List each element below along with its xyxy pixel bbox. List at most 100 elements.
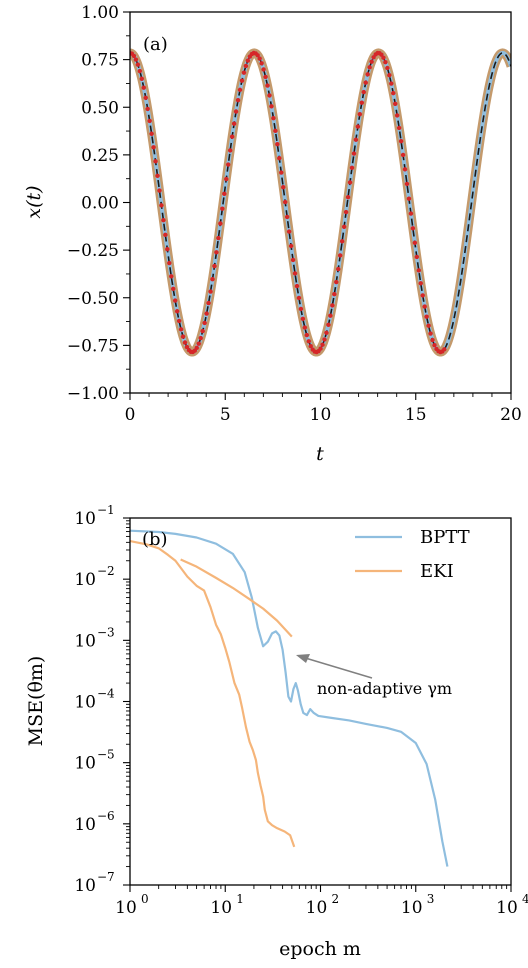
panel-b-series-line-bptt bbox=[130, 529, 449, 867]
panel-a-data-point bbox=[151, 145, 156, 150]
panel-a-data-point bbox=[318, 346, 323, 351]
panel-a-data-point bbox=[222, 191, 227, 197]
panel-b-x-tick-exponent: 1 bbox=[236, 892, 244, 906]
panel-a-data-point bbox=[161, 218, 166, 223]
panel-a-data-point bbox=[196, 341, 201, 346]
panel-a-data-point bbox=[245, 58, 251, 63]
panel-a-data-point bbox=[345, 194, 351, 200]
panel-a-data-point bbox=[169, 274, 174, 279]
panel-a-data-point bbox=[288, 243, 294, 249]
panel-a-data-point bbox=[420, 293, 425, 298]
panel-a-data-point bbox=[281, 185, 286, 190]
panel-a-data-point bbox=[218, 221, 223, 226]
legend: BPTT EKI bbox=[355, 527, 470, 582]
panel-a-data-point bbox=[275, 141, 280, 147]
panel-b-y-tick-exponent: −1 bbox=[97, 503, 115, 517]
panel-a-data-point bbox=[332, 292, 337, 297]
panel-a-data-point bbox=[339, 239, 345, 244]
panel-a-data-point bbox=[237, 87, 243, 93]
panel-a-data-point bbox=[359, 100, 365, 105]
panel-a-data-point bbox=[235, 97, 241, 103]
panel-a-data-point bbox=[198, 335, 203, 341]
panel-a-data-point bbox=[304, 332, 310, 338]
panel-a-data-point bbox=[406, 196, 412, 201]
panel-a-data-point bbox=[408, 211, 414, 216]
annotation-text: non-adaptive γm bbox=[317, 679, 452, 698]
panel-b-y-tick-exponent: −4 bbox=[97, 687, 115, 701]
panel-a-data-point bbox=[369, 59, 374, 64]
panel-a-data-point bbox=[341, 224, 347, 229]
panel-a-data-point bbox=[402, 167, 408, 172]
panel-a-data-point bbox=[257, 56, 262, 61]
panel-a-y-tick-label: −1.00 bbox=[67, 384, 119, 404]
panel-a-data-point bbox=[220, 206, 225, 211]
panel-a-data-point bbox=[442, 347, 447, 352]
panel-b-y-tick-label: 10 bbox=[74, 876, 96, 896]
panel-a-data-point bbox=[290, 257, 296, 263]
panel-b-x-tick-label: 10 bbox=[115, 898, 137, 918]
panel-a-data-point bbox=[241, 70, 247, 75]
panel-a-data-point bbox=[298, 306, 304, 312]
panel-a-data-point bbox=[349, 165, 355, 170]
panel-a-data-point bbox=[131, 53, 137, 59]
panel-a-data-point bbox=[324, 330, 329, 335]
panel-a-y-axis-title: x(t) bbox=[23, 185, 45, 218]
panel-a-data-point bbox=[326, 322, 331, 328]
panel-b-y-tick-label: 10 bbox=[74, 754, 96, 774]
panel-a-data-point bbox=[361, 89, 366, 95]
panel-b-frame bbox=[129, 517, 512, 886]
panel-a-data-point bbox=[137, 68, 143, 74]
panel-a-data-point bbox=[216, 235, 221, 241]
panel-b-x-axis-title-text: epoch m bbox=[279, 938, 361, 960]
panel-b-label: (b) bbox=[142, 529, 168, 550]
panel-a-x-tick-label: 5 bbox=[220, 405, 231, 425]
panel-a-data-point bbox=[227, 148, 233, 153]
panel-a-data-point bbox=[180, 334, 186, 339]
panel-a-data-point bbox=[404, 181, 410, 187]
panel-a-data-point bbox=[414, 254, 420, 260]
panel-a-data-point bbox=[400, 152, 406, 158]
panel-a-data-point bbox=[226, 162, 231, 167]
panel-a-data-point bbox=[283, 199, 288, 205]
panel-a-data-point bbox=[229, 134, 235, 139]
panel-a-data-point bbox=[157, 188, 162, 193]
panel-b-x-axis-title: epoch m bbox=[279, 938, 361, 960]
panel-a-data-point bbox=[385, 65, 390, 71]
panel-a-data-point bbox=[338, 253, 343, 258]
panel-b-x-tick-label: 10 bbox=[496, 898, 518, 918]
panel-a-series-line-0 bbox=[130, 48, 511, 357]
panel-b-y-tick-exponent: −2 bbox=[97, 564, 115, 578]
panel-a-data-point bbox=[172, 298, 178, 303]
panel-a-data-point bbox=[182, 340, 188, 345]
panel-a-data-point bbox=[208, 289, 213, 294]
panel-a-data-point bbox=[430, 337, 435, 343]
panel-a-data-point bbox=[141, 85, 146, 90]
panel-a-data-point bbox=[153, 159, 158, 164]
panel-b-x-tick-label: 10 bbox=[210, 898, 232, 918]
panel-b-y-tick-label: 10 bbox=[74, 693, 96, 713]
panel-a-data-point bbox=[271, 115, 276, 121]
panel-a-y-tick-label: 1.00 bbox=[81, 3, 119, 23]
panel-b-x-tick-label: 10 bbox=[401, 898, 423, 918]
panel-a-data-point bbox=[143, 95, 148, 100]
panel-a-data-point bbox=[334, 279, 339, 285]
panel-a-data-point bbox=[265, 83, 270, 88]
panel-b-y-tick-exponent: −5 bbox=[97, 748, 115, 762]
panel-a-data-point bbox=[178, 327, 184, 332]
panel-a-data-point bbox=[243, 63, 249, 69]
annotation-text-content: non-adaptive γm bbox=[317, 679, 452, 698]
panel-a-data-point bbox=[255, 53, 260, 58]
panel-a-data-point bbox=[176, 318, 182, 324]
panel-a-data-point bbox=[383, 59, 388, 65]
legend-label-eki: EKI bbox=[420, 561, 454, 582]
panel-a-data-point bbox=[300, 316, 306, 322]
panel-a-data-point bbox=[206, 300, 211, 306]
panel-a-data-point bbox=[306, 339, 311, 344]
panel-a-x-tick-label: 0 bbox=[125, 405, 136, 425]
panel-a-data-point bbox=[365, 72, 370, 77]
panel-a-data-point bbox=[320, 342, 325, 347]
panel-a-data-point bbox=[174, 309, 180, 314]
panel-a-data-point bbox=[145, 106, 150, 112]
panel-a: 0 5 10 15 20 1.00 0.75 0.50 0.25 0.00 −0.25 −0.50 −0… bbox=[23, 3, 522, 465]
panel-a-data-point bbox=[391, 90, 396, 96]
